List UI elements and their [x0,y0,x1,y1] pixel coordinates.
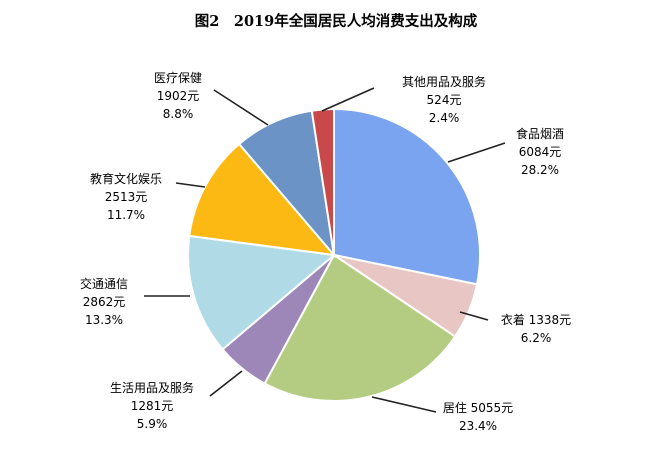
slice-label: 医疗保健 1902元 8.8% [154,71,202,121]
slice-percent: 11.7% [107,208,145,222]
slice-name: 衣着 1338元 [501,312,571,327]
slice-label: 生活用品及服务 1281元 5.9% [110,380,194,431]
pie-slice [187,234,337,351]
slice-percent: 28.2% [521,163,559,177]
slice-labels: 食品烟酒 6084元 28.2% 衣着 1338元 6.2% 居住 5055元 23.4% 生… [80,71,571,433]
slice-percent: 6.2% [521,331,552,345]
leader-lines [144,87,506,413]
pie-slice [263,253,457,402]
slice-label: 居住 5055元 23.4% [443,401,513,433]
slice-label: 衣着 1338元 6.2% [501,312,571,345]
leader-line [209,370,243,397]
slice-value: 6084元 [519,145,562,159]
pie-slice [310,107,335,256]
slice-name: 交通通信 [80,276,128,291]
slice-percent: 13.3% [85,313,123,327]
slice-label: 其他用品及服务 524元 2.4% [402,74,486,125]
pie-slice [188,142,337,257]
slice-value: 2513元 [105,190,148,204]
slice-value: 524元 [427,93,462,107]
slice-name: 医疗保健 [154,71,202,85]
slice-label: 交通通信 2862元 13.3% [80,276,128,327]
slice-percent: 23.4% [459,419,497,433]
slice-name: 食品烟酒 [516,126,564,141]
slice-percent: 5.9% [137,417,168,431]
slice-percent: 8.8% [163,107,194,121]
leader-line [175,182,206,188]
leader-line [459,311,489,321]
slice-name: 居住 5055元 [443,401,513,415]
slice-name: 教育文化娱乐 [90,171,162,186]
slice-name: 其他用品及服务 [402,74,486,89]
slice-label: 食品烟酒 6084元 28.2% [516,126,564,177]
slice-value: 1281元 [131,399,174,413]
chart-title: 图2 2019年全国居民人均消费支出及构成 [195,12,478,30]
leader-line [447,142,506,163]
pie-slices [187,107,481,402]
slice-name: 生活用品及服务 [110,380,194,395]
slice-percent: 2.4% [429,111,460,125]
leader-line [213,89,269,126]
slice-label: 教育文化娱乐 2513元 11.7% [90,171,162,222]
slice-value: 1902元 [157,89,200,103]
leader-line [321,87,375,112]
slice-value: 2862元 [83,295,126,309]
pie-slice [237,109,336,259]
pie-slice [333,107,481,286]
leader-line [371,396,437,413]
